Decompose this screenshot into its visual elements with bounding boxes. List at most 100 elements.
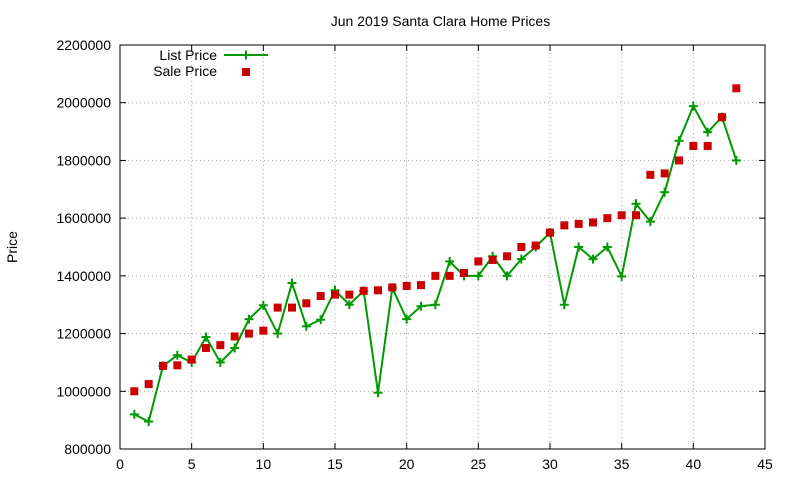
list-price-point: [502, 271, 512, 281]
x-tick-label: 40: [686, 456, 702, 472]
list-price-point: [473, 271, 483, 281]
sale-price-point: [474, 257, 483, 266]
legend-sample-list-price: [224, 50, 268, 60]
grid-lines: [120, 45, 765, 449]
sale-price-point: [202, 344, 210, 352]
sale-price-point: [660, 169, 669, 178]
x-tick-label: 5: [188, 456, 196, 472]
y-tick-label: 1000000: [56, 383, 111, 399]
sale-price-point: [732, 84, 741, 93]
list-price-point: [273, 329, 283, 339]
list-price-point: [559, 300, 569, 310]
sale-price-point: [646, 170, 655, 179]
list-price-point: [344, 300, 354, 310]
list-price-point: [674, 136, 684, 146]
sale-price-point: [345, 290, 354, 299]
sale-price-point: [144, 380, 153, 389]
list-price-point: [230, 343, 240, 353]
sale-price-point: [388, 283, 397, 292]
legend-label-list-price: List Price: [159, 47, 217, 63]
y-tick-label: 1200000: [56, 326, 111, 342]
legend: List Price Sale Price: [153, 47, 268, 79]
sale-price-point: [402, 281, 411, 290]
legend-label-sale-price: Sale Price: [153, 63, 217, 79]
plot-area-border: [119, 44, 766, 450]
x-axis-tick-labels: 0 5 10 15 20 25 30 35 40 45: [116, 456, 773, 472]
y-tick-label: 1800000: [56, 152, 111, 168]
list-price-point: [129, 409, 139, 419]
sale-price-point: [574, 219, 583, 228]
list-price-point: [258, 300, 268, 310]
sale-price-point: [445, 271, 454, 280]
y-tick-label: 2000000: [56, 95, 111, 111]
sale-price-point: [159, 361, 167, 370]
sale-price-point: [703, 142, 712, 150]
x-tick-label: 45: [757, 456, 773, 472]
list-price-point: [201, 332, 211, 342]
sale-price-point: [302, 299, 311, 308]
x-tick-label: 20: [399, 456, 415, 472]
sale-price-point: [460, 268, 468, 277]
x-tick-label: 35: [614, 456, 630, 472]
y-tick-label: 2200000: [56, 37, 111, 53]
legend-marker-sale-price: [242, 68, 250, 76]
sale-price-point: [417, 281, 425, 290]
sale-price-point: [517, 243, 526, 251]
x-tick-label: 30: [542, 456, 558, 472]
chart-title: Jun 2019 Santa Clara Home Prices: [331, 13, 550, 29]
sale-price-point: [431, 271, 440, 280]
legend-sample-sale-price: [242, 68, 250, 76]
sale-price-point: [488, 255, 497, 264]
list-price-point: [244, 314, 254, 324]
sale-price-point: [589, 218, 597, 227]
sale-price-point: [187, 355, 196, 364]
sale-price-point: [675, 156, 683, 165]
list-price-point: [445, 256, 455, 266]
list-price-point: [631, 199, 641, 209]
sale-price-point: [546, 228, 554, 237]
sale-price-point: [503, 252, 511, 261]
list-price-point: [588, 254, 598, 264]
y-tick-label: 800000: [64, 441, 111, 457]
sale-price-point: [632, 211, 640, 220]
sale-price-point: [130, 387, 139, 396]
sale-price-point: [216, 341, 225, 350]
sale-price-point: [273, 303, 282, 312]
sale-price-point: [173, 361, 182, 370]
list-price-point: [660, 187, 670, 197]
sale-price-point: [288, 303, 296, 312]
list-price-point: [287, 278, 297, 288]
series-sale-price: [130, 84, 741, 396]
list-price-point: [215, 357, 225, 367]
y-axis-tick-labels: 800000 1000000 1200000 1400000 1600000 180000…: [56, 37, 111, 457]
x-tick-label: 15: [327, 456, 343, 472]
sale-price-point: [331, 290, 339, 299]
list-price-point: [301, 321, 311, 331]
x-tick-label: 25: [471, 456, 487, 472]
y-tick-label: 1400000: [56, 268, 111, 284]
list-price-point: [316, 315, 326, 325]
tick-marks: [119, 44, 766, 450]
sale-price-point: [531, 241, 540, 250]
sale-price-point: [603, 214, 612, 223]
list-price-point: [373, 388, 383, 398]
sale-price-point: [230, 332, 239, 341]
list-price-point: [416, 301, 426, 311]
sale-price-point: [359, 286, 368, 295]
list-price-point: [731, 155, 741, 165]
list-price-point: [430, 300, 440, 310]
y-tick-label: 1600000: [56, 210, 111, 226]
sale-price-point: [316, 292, 325, 301]
list-price-point: [144, 417, 154, 427]
sale-price-point: [689, 142, 698, 150]
list-price-point: [516, 254, 526, 264]
x-tick-label: 0: [116, 456, 124, 472]
list-price-point: [688, 101, 698, 111]
list-price-point: [645, 217, 655, 227]
legend-marker-list-price: [241, 50, 251, 60]
sale-price-point: [374, 286, 382, 295]
sale-price-point: [245, 329, 253, 338]
list-price-point: [402, 314, 412, 324]
